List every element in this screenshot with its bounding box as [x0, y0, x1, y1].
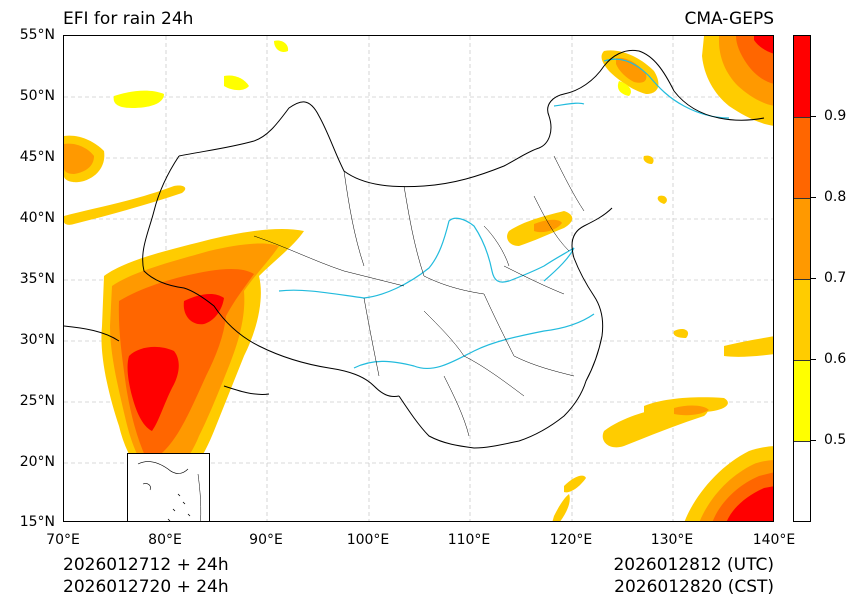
lon-label: 90°E — [249, 532, 283, 548]
colorbar-tick — [811, 116, 816, 117]
colorbar-tick — [811, 197, 816, 198]
south-china-sea-inset — [127, 453, 210, 521]
lat-label: 25°N — [19, 393, 55, 409]
lat-label: 20°N — [19, 454, 55, 470]
colorbar-segment-low — [794, 441, 810, 521]
colorbar — [793, 35, 811, 522]
province-borders — [253, 155, 585, 437]
lat-label: 35°N — [19, 271, 55, 287]
lon-label: 110°E — [447, 532, 491, 548]
colorbar-label: 0.9 — [824, 108, 847, 124]
model-name: CMA-GEPS — [684, 9, 774, 29]
colorbar-label: 0.6 — [824, 351, 847, 367]
lat-label: 55°N — [19, 27, 55, 43]
efi-map — [64, 36, 773, 521]
lon-label: 80°E — [148, 532, 182, 548]
lon-label: 100°E — [346, 532, 390, 548]
map-panel — [63, 35, 774, 522]
lon-label: 140°E — [752, 532, 796, 548]
colorbar-tick — [811, 440, 816, 441]
colorbar-segment-0.5 — [794, 360, 810, 442]
forecast-init-utc: 2026012712 + 24h — [63, 555, 229, 575]
colorbar-segment-0.9 — [794, 36, 810, 118]
colorbar-tick — [811, 278, 816, 279]
colorbar-segment-0.7 — [794, 198, 810, 280]
rivers — [278, 58, 730, 370]
colorbar-segment-0.8 — [794, 117, 810, 199]
forecast-init-cst: 2026012720 + 24h — [63, 577, 229, 597]
colorbar-segment-0.6 — [794, 279, 810, 361]
inset-map — [137, 461, 202, 521]
lon-label: 130°E — [650, 532, 694, 548]
lat-label: 30°N — [19, 332, 55, 348]
colorbar-label: 0.5 — [824, 432, 847, 448]
lon-label: 120°E — [549, 532, 593, 548]
colorbar-label: 0.7 — [824, 270, 847, 286]
efi-shading — [64, 36, 773, 521]
valid-time-cst: 2026012820 (CST) — [614, 577, 774, 597]
lat-label: 45°N — [19, 149, 55, 165]
country-borders — [64, 49, 765, 449]
lat-label: 15°N — [19, 514, 55, 530]
lat-label: 50°N — [19, 88, 55, 104]
colorbar-label: 0.8 — [824, 189, 847, 205]
map-title: EFI for rain 24h — [63, 9, 194, 29]
valid-time-utc: 2026012812 (UTC) — [613, 555, 774, 575]
lon-label: 70°E — [46, 532, 80, 548]
lat-label: 40°N — [19, 210, 55, 226]
colorbar-tick — [811, 359, 816, 360]
